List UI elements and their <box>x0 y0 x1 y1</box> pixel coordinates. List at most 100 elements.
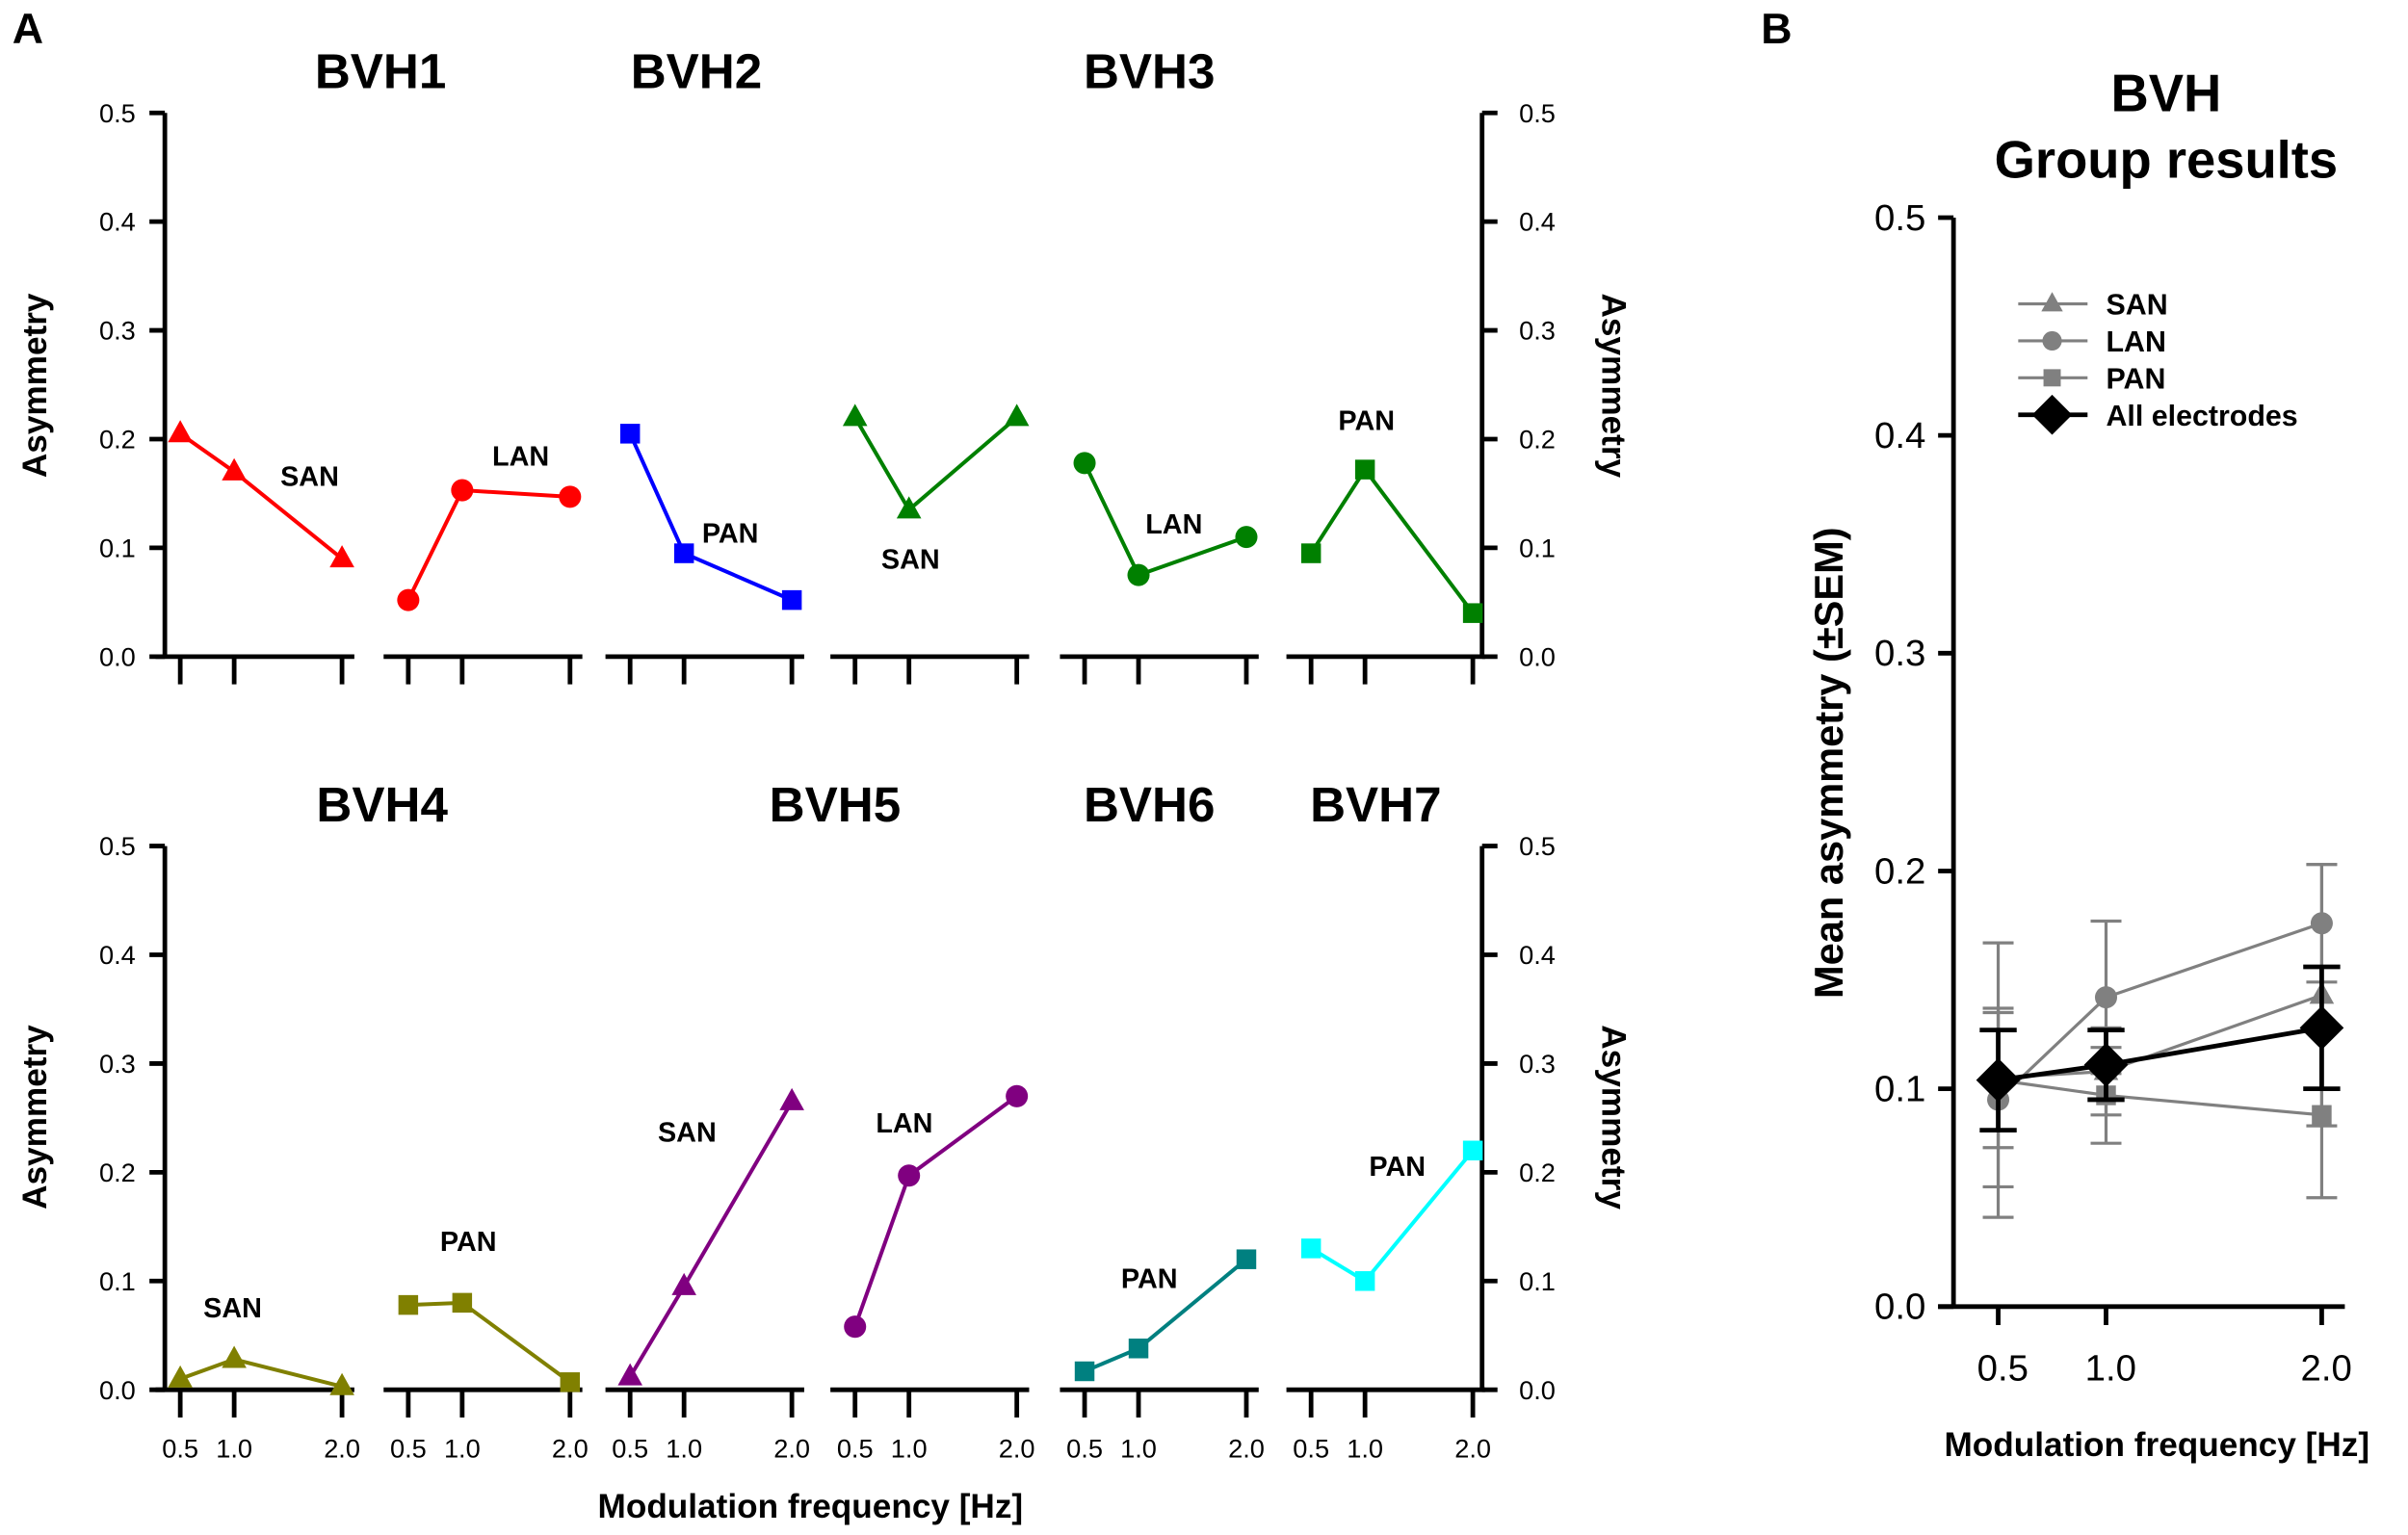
b-xlabel: Modulation frequency [Hz] <box>1944 1426 2369 1464</box>
y-tick-label-right: 0.2 <box>1519 1158 1556 1187</box>
subject-title-BVH6: BVH6 <box>1084 777 1216 832</box>
a-ylabel-top-left: Asymmetry <box>16 293 54 478</box>
data-point-BVH3-LAN <box>1127 563 1150 586</box>
legend-label-LAN: LAN <box>2107 325 2166 358</box>
data-point-LAN <box>2094 986 2118 1009</box>
legend-marker-LAN <box>2042 330 2062 351</box>
x-tick-label: 1.0 <box>1120 1434 1157 1464</box>
data-point-BVH3-PAN <box>1462 603 1483 623</box>
y-tick-label-right: 0.0 <box>1519 641 1556 671</box>
data-point-BVH6-PAN <box>1074 1361 1095 1382</box>
x-tick-label: 2.0 <box>1228 1434 1265 1464</box>
data-point-BVH4-SAN <box>329 1372 354 1395</box>
y-tick-label-left: 0.3 <box>99 316 136 346</box>
data-point-PAN <box>2312 1105 2332 1126</box>
data-point-BVH3-SAN <box>896 496 922 519</box>
series-label-BVH7-PAN: PAN <box>1369 1152 1426 1183</box>
series-label-BVH5-LAN: LAN <box>876 1108 932 1139</box>
series-label-BVH3-LAN: LAN <box>1145 509 1202 540</box>
subject-title-BVH7: BVH7 <box>1310 777 1442 832</box>
panel-label-b: B <box>1761 5 1792 53</box>
series-label-BVH2-PAN: PAN <box>702 518 759 549</box>
x-tick-label: 0.5 <box>1293 1434 1329 1464</box>
data-point-BVH1-SAN <box>329 545 354 568</box>
data-point-BVH5-LAN <box>1006 1084 1029 1107</box>
y-tick-label-right: 0.0 <box>1519 1375 1556 1405</box>
y-tick-label-right: 0.2 <box>1519 425 1556 455</box>
data-point-BVH4-SAN <box>168 1365 193 1388</box>
x-tick-label: 1.0 <box>1347 1434 1383 1464</box>
y-tick-label-left: 0.1 <box>99 533 136 563</box>
x-tick-label: 0.5 <box>390 1434 427 1464</box>
data-point-All electrodes <box>2299 1005 2344 1051</box>
data-point-BVH5-SAN <box>617 1363 642 1386</box>
data-point-BVH5-SAN <box>779 1087 804 1110</box>
x-tick-label: 1.0 <box>891 1434 928 1464</box>
data-point-BVH1-LAN <box>397 588 420 611</box>
data-point-BVH7-PAN <box>1354 1271 1375 1291</box>
y-tick-label-left: 0.2 <box>99 1158 136 1187</box>
subject-title-BVH5: BVH5 <box>770 777 902 832</box>
series-line-BVH3-PAN <box>1309 466 1475 614</box>
subject-title-BVH3: BVH3 <box>1084 44 1216 99</box>
subject-title-BVH2: BVH2 <box>631 44 763 99</box>
data-point-BVH4-PAN <box>452 1292 473 1314</box>
subject-title-BVH1: BVH1 <box>315 44 447 99</box>
y-tick-label-right: 0.1 <box>1519 533 1556 563</box>
a-ylabel-bottom-left: Asymmetry <box>16 1025 54 1210</box>
b-y-tick-label: 0.1 <box>1874 1068 1925 1109</box>
legend-label-All electrodes: All electrodes <box>2107 400 2298 432</box>
panel-label-a: A <box>13 5 43 53</box>
b-y-tick-label: 0.5 <box>1874 197 1925 239</box>
b-x-tick-label: 1.0 <box>2085 1348 2136 1390</box>
series-line-BVH3-SAN <box>852 415 1018 513</box>
legend-label-SAN: SAN <box>2107 289 2168 322</box>
b-title-line1: BVH <box>2110 65 2221 123</box>
y-tick-label-left: 0.1 <box>99 1266 136 1296</box>
series-line-BVH1-LAN <box>406 487 570 601</box>
data-point-BVH1-LAN <box>451 479 474 502</box>
data-point-BVH3-SAN <box>1004 403 1030 427</box>
y-tick-label-right: 0.1 <box>1519 1266 1556 1296</box>
y-tick-label-right: 0.5 <box>1519 831 1556 861</box>
series-label-BVH4-SAN: SAN <box>203 1293 262 1324</box>
y-tick-label-left: 0.4 <box>99 207 136 237</box>
subject-title-BVH4: BVH4 <box>316 777 448 832</box>
a-xlabel: Modulation frequency [Hz] <box>598 1488 1024 1525</box>
data-point-BVH1-SAN <box>222 457 247 481</box>
data-point-LAN <box>2310 912 2333 935</box>
legend-marker-PAN <box>2043 369 2061 387</box>
x-tick-label: 2.0 <box>1454 1434 1491 1464</box>
legend-marker-All electrodes <box>2031 394 2073 435</box>
b-y-tick-label: 0.2 <box>1874 850 1925 892</box>
x-tick-label: 2.0 <box>773 1434 810 1464</box>
y-tick-label-left: 0.0 <box>99 1375 136 1405</box>
data-point-BVH4-SAN <box>222 1345 247 1368</box>
data-point-BVH5-LAN <box>844 1315 867 1339</box>
y-tick-label-left: 0.3 <box>99 1049 136 1079</box>
b-y-tick-label: 0.3 <box>1874 633 1925 674</box>
y-tick-label-left: 0.5 <box>99 831 136 861</box>
series-label-BVH3-SAN: SAN <box>881 545 940 576</box>
b-x-tick-label: 2.0 <box>2301 1348 2352 1390</box>
series-label-BVH4-PAN: PAN <box>440 1227 497 1258</box>
b-title-line2: Group results <box>1995 130 2339 189</box>
legend-marker-SAN <box>2041 292 2063 312</box>
x-tick-label: 0.5 <box>1066 1434 1103 1464</box>
series-line-BVH4-PAN <box>407 1300 571 1384</box>
data-point-BVH3-PAN <box>1354 459 1375 480</box>
data-point-BVH3-LAN <box>1235 526 1258 549</box>
y-tick-label-left: 0.5 <box>99 98 136 128</box>
x-tick-label: 2.0 <box>324 1434 360 1464</box>
x-tick-label: 1.0 <box>666 1434 702 1464</box>
data-point-BVH3-SAN <box>842 403 868 427</box>
b-x-tick-label: 0.5 <box>1977 1348 2028 1390</box>
b-y-tick-label: 0.0 <box>1874 1287 1925 1328</box>
series-label-BVH6-PAN: PAN <box>1121 1264 1178 1295</box>
series-line-BVH2-PAN <box>628 432 793 602</box>
data-point-BVH4-PAN <box>560 1372 581 1392</box>
series-line-BVH4-SAN <box>179 1357 343 1389</box>
data-point-BVH6-PAN <box>1236 1249 1257 1269</box>
b-ylabel: Mean asymmetry (±SEM) <box>1806 527 1851 999</box>
